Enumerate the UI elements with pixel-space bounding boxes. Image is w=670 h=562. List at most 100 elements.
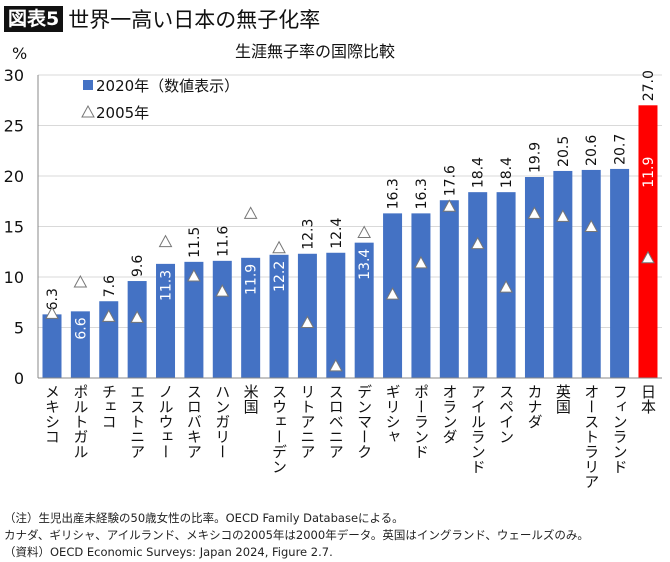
note-2: カナダ、ギリシャ、アイルランド、メキシコの2005年は2000年データ。英国はイ… <box>4 528 589 542</box>
bar-1 <box>70 311 90 378</box>
x-category-label: ポーランド <box>411 384 430 459</box>
x-category-label: ポルトガル <box>71 384 90 459</box>
y-tick-label: 15 <box>4 218 24 237</box>
bar-value-label: 27.0 <box>641 70 657 101</box>
x-category-label: デンマーク <box>355 384 374 459</box>
bar-value-label: 12.3 <box>300 219 316 250</box>
figure-badge: 図表5 <box>4 6 64 32</box>
bar-value-label: 7.6 <box>102 275 118 297</box>
x-category-label: ギリシャ <box>383 384 402 444</box>
x-category-label: カナダ <box>525 384 544 429</box>
y-tick-label: 25 <box>4 117 24 136</box>
triangle-2005-3 <box>130 310 144 323</box>
y-tick-label: 10 <box>4 268 24 287</box>
triangle-2005-6 <box>215 284 230 297</box>
note-1: （注）生児出産未経験の50歳女性の比率。OECD Family Database… <box>4 511 404 525</box>
bar-value-label: 12.4 <box>329 217 345 248</box>
bar-10 <box>326 252 346 378</box>
x-category-label: スウェーデン <box>270 384 289 474</box>
x-category-label: リトアニア <box>298 384 317 459</box>
bar-20 <box>610 168 630 378</box>
bar-value-label: 11.5 <box>187 227 203 258</box>
y-tick-label: 20 <box>4 167 24 186</box>
bar-value-label: 17.6 <box>442 165 458 196</box>
y-tick-label: 5 <box>14 319 24 338</box>
bar-value-label: 12.2 <box>272 261 288 292</box>
legend-bar-swatch <box>83 80 93 90</box>
bar-0 <box>42 314 62 378</box>
triangle-2005-15 <box>470 236 485 250</box>
bar-value-label: 11.6 <box>215 226 231 257</box>
x-category-label: 英国 <box>553 384 572 414</box>
bar-7 <box>241 257 261 378</box>
bar-value-label: 11.9 <box>244 264 260 295</box>
bar-value-label: 20.7 <box>613 134 629 165</box>
x-category-label: 米国 <box>241 384 260 414</box>
bar-value-label: 16.3 <box>414 178 430 209</box>
x-category-label: ノルウェー <box>156 384 175 459</box>
x-category-label: チェコ <box>99 384 118 429</box>
x-category-label: フィンランド <box>610 384 629 474</box>
triangle-2005-10 <box>328 358 343 372</box>
legend-2005-label: 2005年 <box>96 104 149 122</box>
triangle-2005-8 <box>272 240 286 254</box>
y-tick-label: 0 <box>14 369 24 388</box>
legend-triangle-icon <box>81 104 95 118</box>
triangle-2005-5 <box>187 268 201 282</box>
triangle-2005-13 <box>414 255 428 269</box>
bar-value-label: 16.3 <box>386 178 402 209</box>
bar-5 <box>184 261 204 378</box>
x-category-label: アイルランド <box>468 384 487 474</box>
x-category-label: スロバキア <box>184 384 203 459</box>
bar-19 <box>581 169 601 378</box>
triangle-2005-1 <box>73 275 88 288</box>
x-category-label: オランダ <box>440 384 459 444</box>
bar-value-label: 20.5 <box>556 136 572 167</box>
bar-6 <box>212 260 232 378</box>
legend-2020-label: 2020年（数値表示） <box>96 77 239 95</box>
x-category-label: スロベニア <box>326 384 345 459</box>
bar-value-label: 20.6 <box>584 135 600 166</box>
y-axis-unit: % <box>12 44 28 63</box>
triangle-2005-19 <box>584 219 599 232</box>
triangle-2005-21 <box>641 250 655 264</box>
triangle-2005-4 <box>158 234 173 248</box>
bar-value-label: 19.9 <box>527 142 543 173</box>
x-category-label: ハンガリー <box>213 384 232 459</box>
chart-title: 生涯無子率の国際比較 <box>235 42 396 61</box>
bar-value-label: 6.6 <box>73 317 89 339</box>
page-title: 世界一高い日本の無子化率 <box>68 8 321 32</box>
y-tick-label: 30 <box>4 66 24 85</box>
header: 図表5 世界一高い日本の無子化率 <box>4 4 320 34</box>
bar-value-label: 11.3 <box>159 270 175 301</box>
bar-18 <box>553 170 573 378</box>
triangle-2005-12 <box>385 287 400 300</box>
triangle-2005-0 <box>45 306 59 319</box>
bar-11 <box>354 242 374 378</box>
japan-2005-label: 11.9 <box>641 157 657 188</box>
bar-4 <box>156 263 176 378</box>
x-category-label: スペイン <box>497 384 516 444</box>
bar-14 <box>439 200 459 378</box>
triangle-2005-7 <box>243 206 258 219</box>
triangle-2005-14 <box>442 199 457 212</box>
bar-value-label: 9.6 <box>130 255 146 277</box>
triangle-2005-11 <box>357 225 372 239</box>
x-category-label: エストニア <box>128 384 147 459</box>
bar-3 <box>127 281 147 378</box>
triangle-2005-9 <box>300 315 315 328</box>
bar-8 <box>269 254 289 378</box>
x-category-label: オーストラリア <box>582 384 601 489</box>
bar-value-label: 13.4 <box>357 249 373 280</box>
bar-value-label: 6.3 <box>45 288 61 310</box>
source-note: （資料）OECD Economic Surveys: Japan 2024, F… <box>4 545 333 559</box>
x-category-label: 日本 <box>638 384 657 414</box>
x-category-label: メキシコ <box>43 384 61 444</box>
bar-21 <box>638 105 658 379</box>
triangle-2005-18 <box>555 209 570 222</box>
bar-15 <box>468 192 488 378</box>
bar-value-label: 18.4 <box>471 157 487 188</box>
bar-value-label: 18.4 <box>499 157 515 188</box>
